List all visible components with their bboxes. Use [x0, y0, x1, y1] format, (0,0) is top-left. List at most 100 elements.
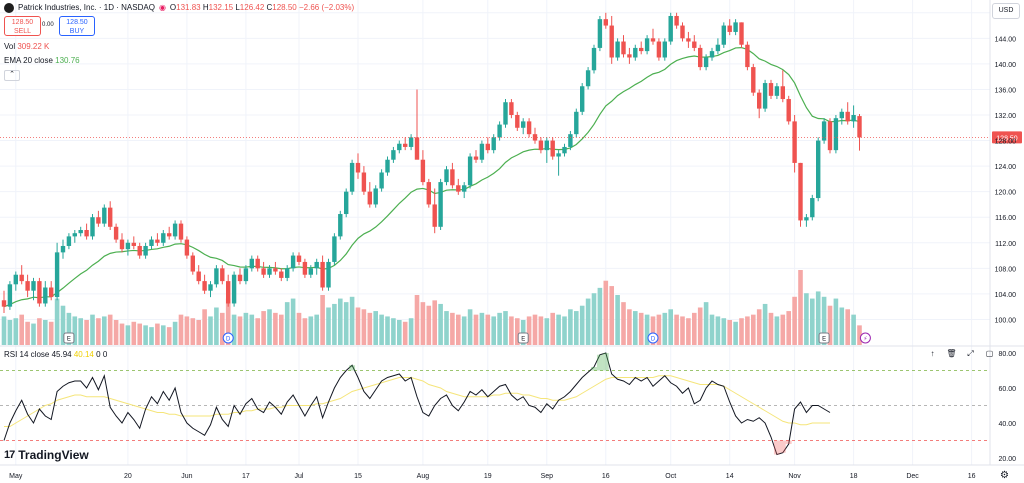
currency-selector[interactable]: USD	[992, 3, 1020, 19]
candle-body	[302, 261, 308, 275]
candle-body	[662, 41, 667, 58]
candle-body	[373, 188, 378, 205]
volume-bar	[420, 302, 426, 345]
volume-bar	[751, 314, 756, 345]
candle-body	[220, 268, 225, 282]
time-tick-label: Oct	[665, 473, 676, 480]
volume-bar	[373, 311, 378, 345]
candle-body	[550, 140, 555, 157]
sell-button[interactable]: 128.50 SELL	[4, 16, 41, 36]
candle-body	[633, 47, 638, 58]
candle-body	[780, 86, 785, 100]
volume-bar	[426, 305, 432, 345]
price-tick-label: 100.00	[995, 317, 1017, 324]
volume-bar	[833, 298, 839, 345]
candle-body	[361, 172, 367, 192]
restore-icon[interactable]: ▢	[985, 349, 994, 358]
candle-body	[839, 111, 844, 119]
pane-controls: ↑ 🗑 ⤢ ▢	[926, 348, 996, 360]
candle-body	[698, 47, 703, 68]
volume-bar	[19, 314, 24, 345]
candle-body	[149, 239, 154, 246]
rsi-oversold-fill	[779, 440, 786, 453]
candle-body	[538, 140, 544, 151]
candle-body	[1, 300, 7, 307]
time-tick-label: 17	[242, 473, 250, 480]
symbol-title[interactable]: Patrick Industries, Inc. · 1D · NASDAQ	[18, 3, 155, 12]
earnings-marker-label: E	[822, 337, 826, 343]
volume-bar	[444, 311, 449, 345]
price-tick-label: 144.00	[995, 36, 1017, 43]
volume-bar	[515, 318, 520, 345]
symbol-legend: Patrick Industries, Inc. · 1D · NASDAQ ◉…	[4, 2, 354, 13]
candle-body	[285, 268, 290, 278]
candle-body	[515, 115, 520, 128]
buy-price: 128.50	[66, 19, 88, 26]
candle-body	[709, 51, 715, 58]
tradingview-logo[interactable]: 17 TradingView	[4, 448, 89, 462]
volume-bar	[579, 305, 585, 345]
rsi-tick-label: 80.00	[998, 351, 1016, 358]
candle-body	[479, 143, 485, 160]
candle-body	[580, 86, 585, 112]
volume-bar	[668, 309, 673, 345]
candle-body	[243, 268, 249, 282]
price-tick-label: 140.00	[995, 62, 1017, 69]
candle-body	[19, 274, 24, 282]
volume-label: Vol	[4, 42, 16, 51]
eye-icon[interactable]: ◉	[158, 3, 166, 12]
rsi-overbought-fill	[602, 353, 609, 371]
candle-body	[249, 258, 254, 269]
candle-body	[603, 19, 608, 26]
candle-body	[184, 239, 190, 256]
volume-bar	[609, 286, 614, 345]
volume-bar	[332, 303, 337, 345]
candle-body	[178, 223, 184, 240]
volume-bar	[48, 321, 54, 345]
collapse-icon[interactable]: ⌃	[4, 70, 20, 81]
candle-body	[420, 159, 426, 183]
candle-body	[444, 169, 449, 183]
ema-legend[interactable]: EMA 20 close 130.76	[4, 56, 80, 65]
volume-bar	[786, 311, 791, 345]
volume-bar	[467, 309, 473, 345]
candle-body	[485, 143, 490, 151]
volume-bar	[633, 311, 638, 345]
price-tick-label: 132.00	[995, 113, 1017, 120]
trash-icon[interactable]: 🗑	[946, 349, 957, 358]
candle-body	[267, 268, 272, 275]
candle-body	[562, 146, 567, 154]
volume-bar	[37, 318, 42, 345]
volume-bar	[638, 312, 644, 345]
volume-bar	[31, 323, 36, 345]
volume-bar	[161, 325, 166, 345]
volume-bar	[284, 302, 290, 345]
earnings-marker-label: E	[521, 337, 525, 343]
volume-bar	[821, 296, 827, 345]
time-tick-label: 15	[354, 473, 362, 480]
volume-bar	[432, 300, 437, 345]
candle-body	[332, 236, 337, 262]
time-tick-label: Dec	[906, 473, 919, 480]
volume-bar	[202, 309, 207, 345]
candle-body	[456, 185, 461, 192]
volume-bar	[450, 312, 455, 345]
volume-bar	[166, 327, 172, 345]
maximize-icon[interactable]: ⤢	[967, 349, 974, 358]
candle-body	[727, 25, 732, 32]
volume-bar	[296, 312, 302, 345]
buy-label: BUY	[69, 28, 85, 35]
arrow-up-icon[interactable]: ↑	[930, 349, 935, 358]
candle-body	[821, 121, 827, 141]
volume-bar	[72, 316, 78, 345]
rsi-legend[interactable]: RSI 14 close 45.94 40.14 0 0	[4, 350, 107, 359]
volume-bar	[343, 302, 349, 345]
volume-bar	[473, 314, 479, 345]
volume-legend[interactable]: Vol 309.22 K	[4, 42, 49, 51]
candle-body	[84, 230, 89, 237]
volume-bar	[137, 323, 142, 345]
volume-bar	[237, 316, 243, 345]
settings-icon[interactable]: ⚙	[1000, 470, 1009, 481]
buy-button[interactable]: 128.50 BUY	[59, 16, 95, 36]
